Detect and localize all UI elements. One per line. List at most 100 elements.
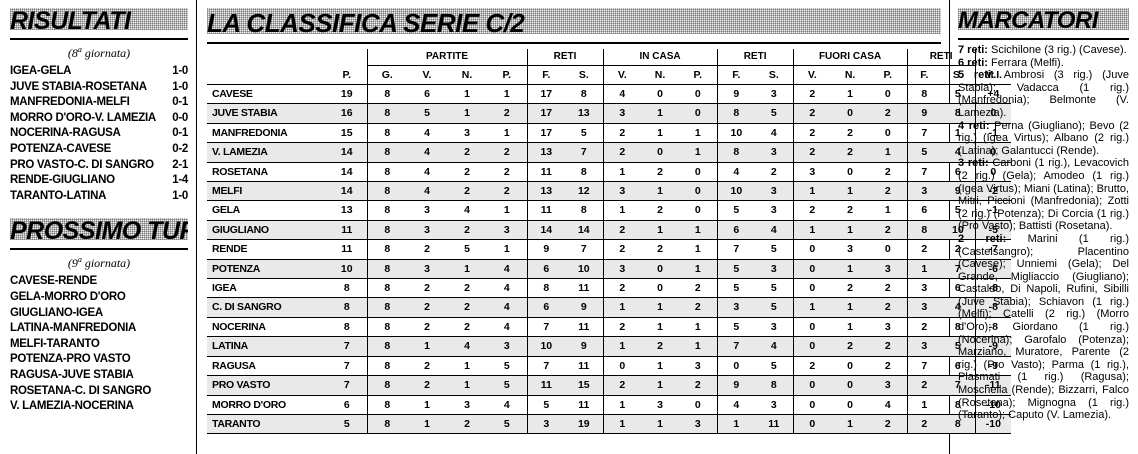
cell-home-goals-against: 5 <box>755 297 794 318</box>
cell-mi: -8 <box>974 297 1012 318</box>
cell-draws: 2 <box>447 162 487 183</box>
scorers-title: MARCATORI <box>958 7 1098 34</box>
col-header-g: G. <box>366 65 407 85</box>
cell-draws: 2 <box>447 220 487 241</box>
cell-wins: 3 <box>407 259 447 280</box>
cell-home-goals-for: 5 <box>716 317 756 338</box>
cell-goals-for: 7 <box>526 356 566 377</box>
result-score: 2-1 <box>172 158 188 171</box>
cell-home-draws: 0 <box>641 259 680 280</box>
cell-home-draws: 2 <box>641 200 680 221</box>
cell-draws: 2 <box>447 142 487 163</box>
cell-home-draws: 0 <box>641 278 680 299</box>
group-header-team <box>207 49 327 66</box>
cell-away-losses: 3 <box>869 375 908 396</box>
cell-team: GELA <box>207 200 327 221</box>
cell-home-goals-against: 3 <box>755 395 794 415</box>
cell-goals-against: 12 <box>565 181 604 202</box>
cell-home-goals-against: 3 <box>755 84 794 105</box>
cell-home-goals-for: 5 <box>716 259 756 280</box>
result-score: 1-0 <box>172 189 188 202</box>
result-row: JUVE STABIA-ROSETANA 1-0 <box>10 80 188 96</box>
cell-wins: 2 <box>407 278 447 299</box>
cell-away-goals-for: 7 <box>906 162 942 183</box>
results-rule <box>10 38 188 40</box>
cell-mi: -1 <box>974 123 1012 144</box>
cell-mi: -9 <box>974 356 1012 377</box>
result-score: 0-1 <box>172 127 188 140</box>
result-score: 0-0 <box>172 111 188 124</box>
standings-heading: LA CLASSIFICA SERIE C/2 <box>207 4 941 42</box>
cell-draws: 2 <box>447 181 487 202</box>
cell-home-wins: 1 <box>602 395 642 415</box>
cell-points: 6 <box>327 395 367 415</box>
cell-away-losses: 2 <box>869 356 908 377</box>
cell-home-goals-against: 3 <box>755 181 794 202</box>
cell-points: 19 <box>327 84 367 105</box>
cell-goals-against: 11 <box>565 317 604 338</box>
cell-losses: 5 <box>487 414 528 435</box>
cell-team: PRO VASTO <box>207 375 327 396</box>
cell-points: 7 <box>327 356 367 377</box>
cell-home-goals-against: 3 <box>755 142 794 163</box>
table-row: NOCERINA 8 8 2 2 4 7 11 2 1 1 5 3 0 1 3 2 8 -8 <box>207 317 1012 338</box>
scorer-group-text: Perna (Giugliano); Bevo (2 rig.) (Igea V… <box>958 119 1129 157</box>
next-round-heading: PROSSIMO TURNO <box>10 214 188 248</box>
cell-games: 8 <box>366 162 407 183</box>
result-row: RENDE-GIUGLIANO 1-4 <box>10 173 188 189</box>
heading-halftone-band <box>207 8 941 34</box>
cell-draws: 2 <box>447 297 487 318</box>
cell-home-wins: 1 <box>602 336 642 357</box>
standings-body: CAVESE 19 8 6 1 1 17 8 4 0 0 9 3 2 1 0 8 5 +4 JUVE STABIA 16… <box>207 84 1012 435</box>
cell-home-losses: 0 <box>679 103 718 124</box>
cell-home-goals-against: 8 <box>755 375 794 396</box>
cell-home-wins: 1 <box>602 162 642 183</box>
cell-draws: 2 <box>447 317 487 338</box>
scorer-group: 4 reti: Perna (Giugliano); Bevo (2 rig.)… <box>958 120 1129 157</box>
cell-home-draws: 2 <box>641 162 680 183</box>
cell-draws: 1 <box>447 375 487 396</box>
cell-away-draws: 1 <box>831 84 870 105</box>
col-header-hf: F. <box>716 65 756 85</box>
cell-home-wins: 3 <box>602 181 642 202</box>
scorer-group-text: Scichilone (3 rig.) (Cavese). <box>987 44 1127 56</box>
cell-away-wins: 0 <box>792 278 832 299</box>
cell-away-wins: 0 <box>792 317 832 338</box>
scorer-group: 2 reti: Marini (1 rig.) (Castelsangro); … <box>958 233 1129 421</box>
col-header-f: F. <box>526 65 566 85</box>
result-teams: MORRO D'ORO-V. LAMEZIA <box>10 111 156 124</box>
cell-goals-against: 14 <box>565 220 604 241</box>
cell-mi: -8 <box>974 317 1012 338</box>
cell-goals-against: 13 <box>565 103 604 124</box>
standings-group-header-row: PARTITE RETI IN CASA RETI FUORI CASA RET… <box>207 49 1012 66</box>
cell-away-goals-against: 7 <box>941 259 976 280</box>
cell-goals-against: 8 <box>565 200 604 221</box>
cell-wins: 2 <box>407 317 447 338</box>
table-row: LATINA 7 8 1 4 3 10 9 1 2 1 7 4 0 2 2 3 5 -9 <box>207 336 1012 357</box>
cell-home-goals-against: 4 <box>755 220 794 241</box>
standings-rule <box>207 42 941 44</box>
col-header-team <box>207 65 327 85</box>
cell-losses: 3 <box>487 220 528 241</box>
cell-points: 8 <box>327 297 367 318</box>
cell-away-losses: 2 <box>869 162 908 183</box>
cell-goals-for: 11 <box>526 200 566 221</box>
cell-home-goals-against: 5 <box>755 239 794 260</box>
result-teams: TARANTO-LATINA <box>10 189 107 202</box>
group-header-reti-tot: RETI <box>526 49 604 66</box>
cell-away-wins: 0 <box>792 395 832 415</box>
cell-home-goals-for: 3 <box>716 297 756 318</box>
fixture-teams: V. LAMEZIA-NOCERINA <box>10 400 134 413</box>
cell-away-goals-for: 6 <box>906 200 942 221</box>
cell-games: 8 <box>366 123 407 144</box>
cell-home-wins: 2 <box>602 239 642 260</box>
table-row: ROSETANA 14 8 4 2 2 11 8 1 2 0 4 2 3 0 2 7 6 0 <box>207 162 1012 183</box>
cell-away-goals-against: 2 <box>941 239 976 260</box>
cell-away-wins: 1 <box>792 220 832 241</box>
cell-team: MELFI <box>207 181 327 202</box>
result-score: 0-1 <box>172 96 188 109</box>
cell-goals-for: 11 <box>526 375 566 396</box>
cell-away-wins: 0 <box>792 336 832 357</box>
scorer-group: 7 reti: Scichilone (3 rig.) (Cavese). <box>958 44 1127 56</box>
cell-home-goals-against: 3 <box>755 200 794 221</box>
